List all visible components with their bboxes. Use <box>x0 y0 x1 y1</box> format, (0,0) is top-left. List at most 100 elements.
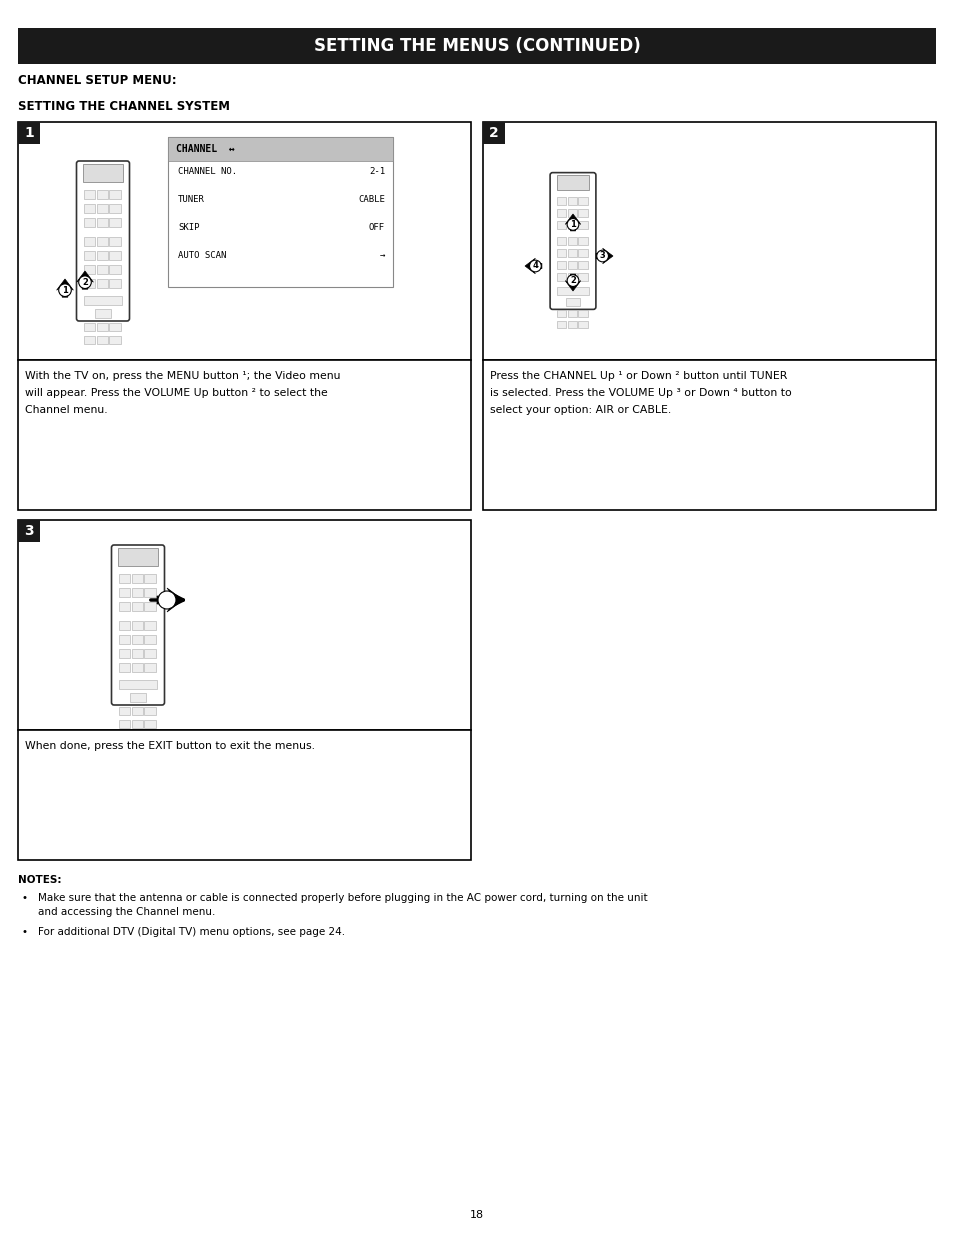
Text: When done, press the EXIT button to exit the menus.: When done, press the EXIT button to exit… <box>25 741 314 751</box>
Bar <box>18 359 471 510</box>
Bar <box>110 322 120 331</box>
Text: CHANNEL SETUP MENU:: CHANNEL SETUP MENU: <box>18 74 176 86</box>
Bar <box>119 648 131 657</box>
Bar <box>84 217 95 226</box>
Bar <box>557 209 566 217</box>
Polygon shape <box>596 248 613 264</box>
Bar <box>578 261 587 269</box>
Text: 1: 1 <box>24 126 34 140</box>
Bar <box>83 163 123 182</box>
Bar <box>144 648 155 657</box>
Bar <box>132 573 143 583</box>
Bar <box>95 309 111 317</box>
Circle shape <box>158 592 175 609</box>
Bar <box>557 198 566 205</box>
Bar <box>567 237 577 245</box>
Bar <box>482 122 504 144</box>
Bar <box>18 520 471 730</box>
Text: select your option: AIR or CABLE.: select your option: AIR or CABLE. <box>490 405 671 415</box>
Bar <box>110 204 120 212</box>
Bar <box>132 720 143 727</box>
Bar <box>119 706 131 715</box>
Bar <box>168 137 393 161</box>
Bar <box>132 620 143 630</box>
Bar <box>144 706 155 715</box>
Bar <box>578 209 587 217</box>
Bar <box>130 693 146 701</box>
Bar <box>132 648 143 657</box>
Bar <box>84 236 95 246</box>
Polygon shape <box>76 270 93 289</box>
Bar <box>110 189 120 199</box>
Bar <box>132 601 143 610</box>
Circle shape <box>566 219 578 230</box>
Bar <box>110 217 120 226</box>
Bar <box>132 588 143 597</box>
Text: CABLE: CABLE <box>357 194 385 204</box>
FancyBboxPatch shape <box>550 173 596 310</box>
Bar <box>96 264 108 273</box>
Bar <box>557 310 566 317</box>
Text: CHANNEL NO.: CHANNEL NO. <box>178 167 237 175</box>
Bar <box>567 321 577 329</box>
Circle shape <box>78 275 91 289</box>
Bar <box>96 217 108 226</box>
Bar <box>557 249 566 257</box>
Polygon shape <box>157 588 183 613</box>
Bar <box>132 706 143 715</box>
Bar <box>144 620 155 630</box>
Bar <box>482 359 935 510</box>
Bar <box>110 236 120 246</box>
Text: 2: 2 <box>489 126 498 140</box>
Bar <box>578 310 587 317</box>
Polygon shape <box>564 274 580 291</box>
Bar <box>110 251 120 259</box>
Bar <box>96 204 108 212</box>
Text: •: • <box>22 893 28 903</box>
Text: will appear. Press the VOLUME Up button ² to select the: will appear. Press the VOLUME Up button … <box>25 388 328 398</box>
Bar <box>132 635 143 643</box>
Text: CHANNEL  ↔: CHANNEL ↔ <box>175 144 234 154</box>
Bar <box>84 336 95 343</box>
Bar <box>18 730 471 860</box>
Text: →: → <box>379 251 385 259</box>
Text: Press the CHANNEL Up ¹ or Down ² button until TUNER: Press the CHANNEL Up ¹ or Down ² button … <box>490 370 786 382</box>
Text: Channel menu.: Channel menu. <box>25 405 108 415</box>
Text: TUNER: TUNER <box>178 194 205 204</box>
Bar <box>567 273 577 280</box>
Polygon shape <box>564 214 580 231</box>
Bar <box>578 273 587 280</box>
Text: Make sure that the antenna or cable is connected properly before plugging in the: Make sure that the antenna or cable is c… <box>38 893 647 903</box>
Text: For additional DTV (Digital TV) menu options, see page 24.: For additional DTV (Digital TV) menu opt… <box>38 927 345 937</box>
Bar <box>144 601 155 610</box>
Bar <box>567 310 577 317</box>
Text: is selected. Press the VOLUME Up ³ or Down ⁴ button to: is selected. Press the VOLUME Up ³ or Do… <box>490 388 791 398</box>
Bar <box>18 122 40 144</box>
Text: 18: 18 <box>470 1210 483 1220</box>
Circle shape <box>529 261 540 272</box>
Text: 3: 3 <box>24 524 33 538</box>
Text: OFF: OFF <box>369 222 385 231</box>
Bar <box>144 588 155 597</box>
Bar <box>84 251 95 259</box>
Text: 1: 1 <box>570 220 576 228</box>
Bar <box>119 679 157 688</box>
FancyBboxPatch shape <box>76 161 130 321</box>
Bar <box>18 122 471 359</box>
Polygon shape <box>56 279 73 298</box>
Bar <box>96 322 108 331</box>
Circle shape <box>566 274 578 287</box>
Bar <box>578 221 587 228</box>
Bar <box>144 573 155 583</box>
Bar <box>557 237 566 245</box>
Text: SETTING THE CHANNEL SYSTEM: SETTING THE CHANNEL SYSTEM <box>18 100 230 114</box>
Bar <box>168 137 393 287</box>
Bar <box>119 635 131 643</box>
Bar <box>566 299 579 306</box>
Bar <box>119 588 131 597</box>
Bar <box>567 261 577 269</box>
Bar <box>578 237 587 245</box>
Bar <box>482 122 935 359</box>
Bar <box>119 720 131 727</box>
Bar <box>118 547 158 566</box>
